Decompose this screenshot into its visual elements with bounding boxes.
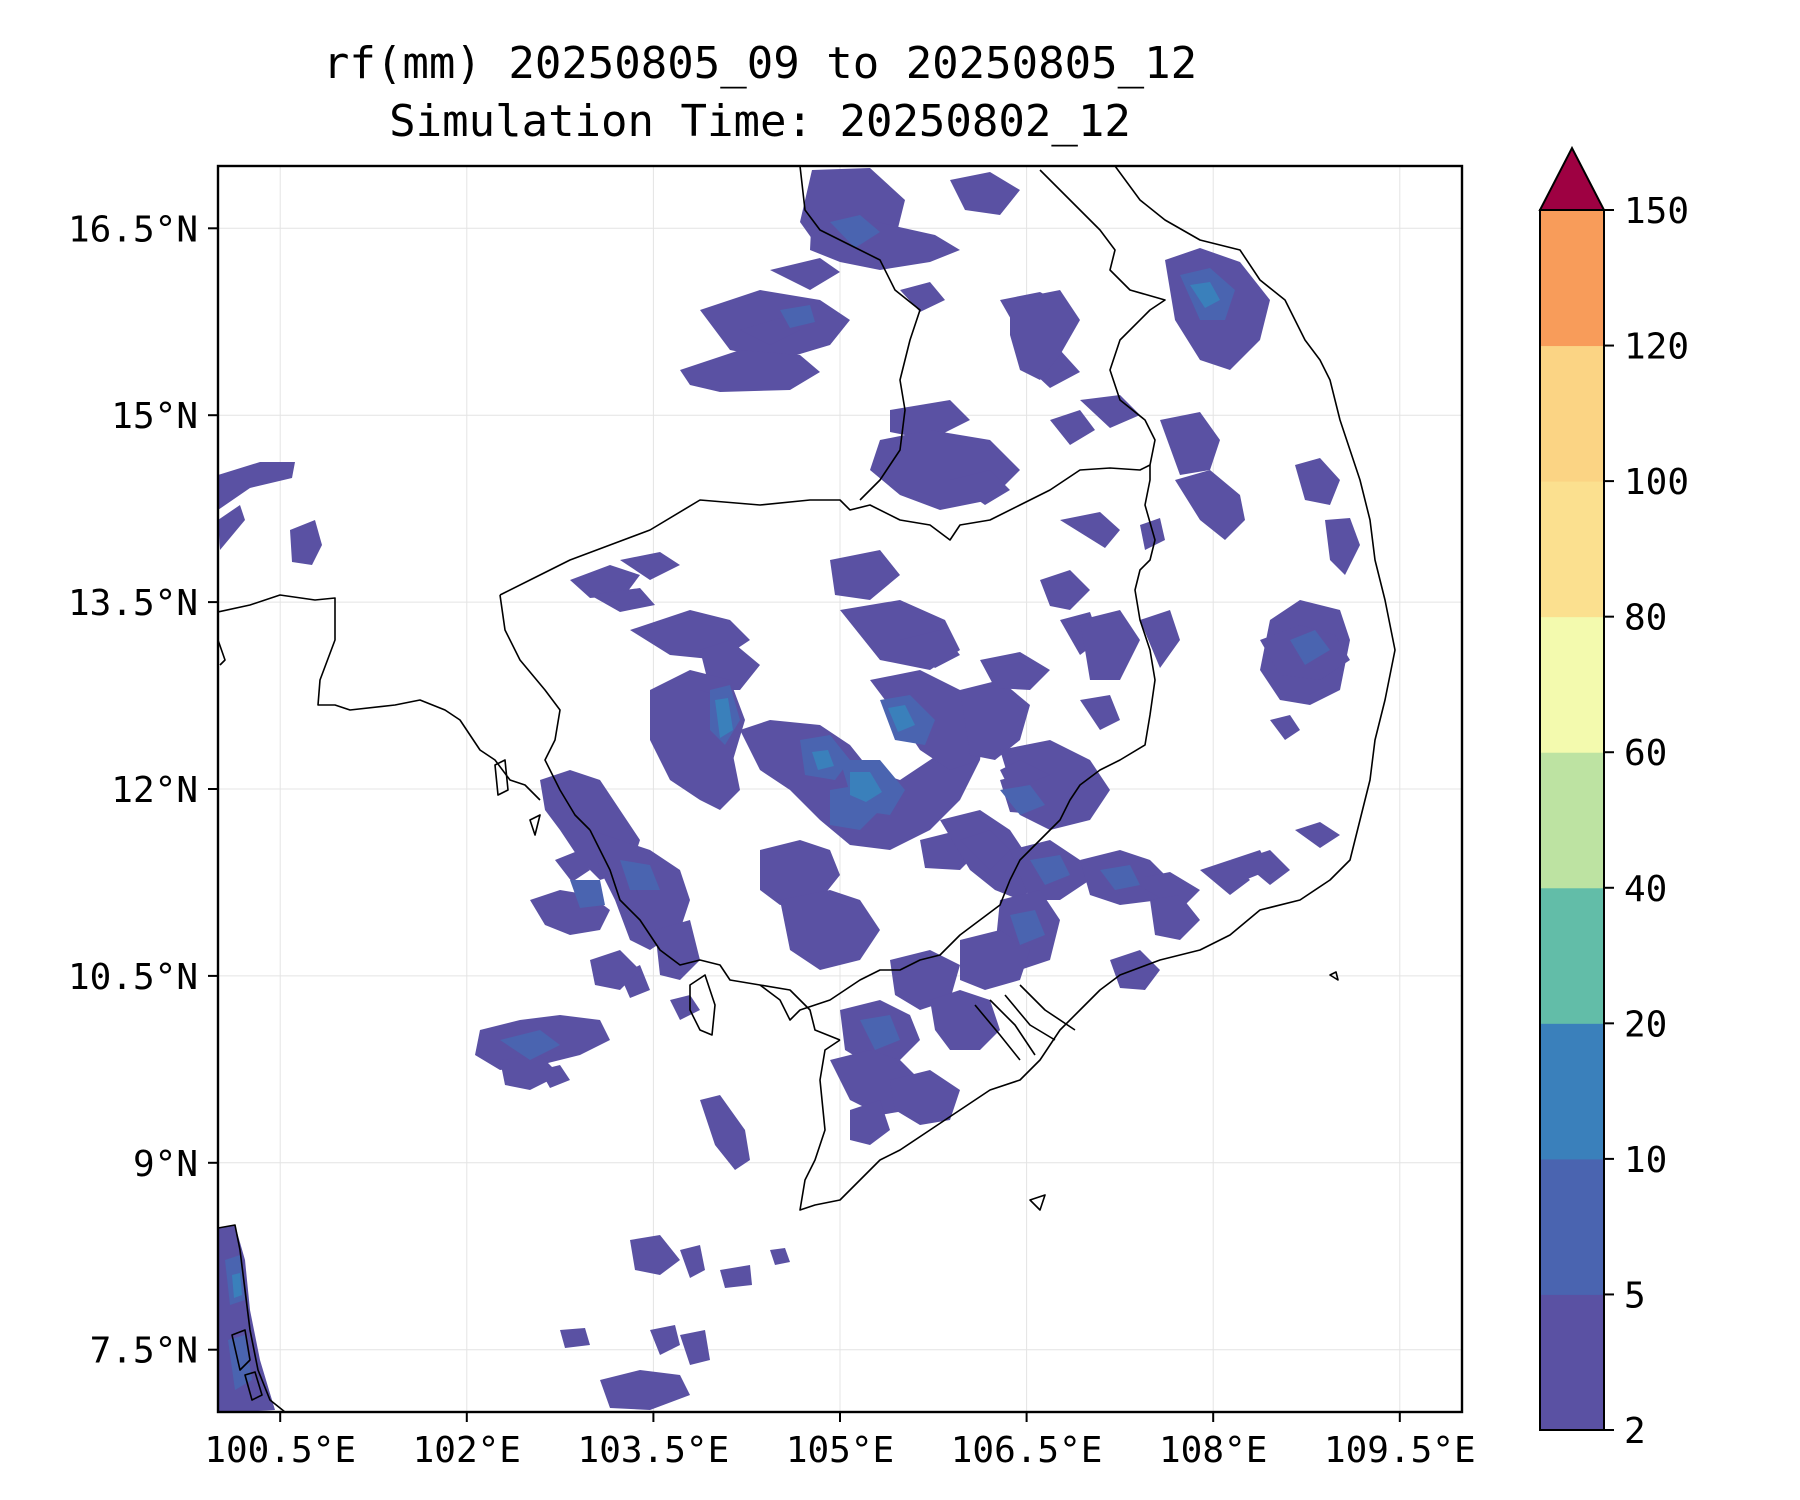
rain-moderate-areas xyxy=(225,215,1330,1390)
cambodia-west-border xyxy=(499,594,591,831)
cambodia-vietnam-border xyxy=(759,465,1156,1021)
small-island-east xyxy=(1329,971,1339,981)
lon-tick-label: 109.5°E xyxy=(1324,1430,1476,1471)
cambodia-north-border xyxy=(499,464,1151,596)
lat-tick-label: 9°N xyxy=(133,1144,198,1185)
rain-heavy-areas xyxy=(232,282,1220,1298)
longitude-ticks: 100.5°E 102°E 103.5°E 105°E 106.5°E 108°E 109.… xyxy=(204,1412,1476,1471)
map-subtitle: Simulation Time: 20250802_12 xyxy=(389,96,1131,147)
colorbar-segment xyxy=(1540,1158,1604,1295)
colorbar-segment xyxy=(1540,1294,1604,1431)
colorbar-label: 120 xyxy=(1624,327,1689,368)
lat-tick-label: 7.5°N xyxy=(90,1331,198,1372)
colorbar-segment xyxy=(1540,616,1604,753)
lat-tick-label: 16.5°N xyxy=(68,209,198,250)
west-border-stub xyxy=(218,639,226,666)
colorbar-label: 2 xyxy=(1624,1411,1646,1452)
colorbar-segment xyxy=(1540,752,1604,889)
colorbar-label: 100 xyxy=(1624,462,1689,503)
lat-tick-label: 13.5°N xyxy=(68,583,198,624)
colorbar-label: 80 xyxy=(1624,598,1667,639)
koh-kong-islands xyxy=(494,759,541,836)
lon-tick-label: 103.5°E xyxy=(578,1430,730,1471)
lon-tick-label: 106.5°E xyxy=(951,1430,1103,1471)
map-title: rf(mm) 20250805_09 to 20250805_12 xyxy=(322,38,1198,89)
vietnam-coastline xyxy=(799,166,1396,1211)
malay-islands xyxy=(231,1329,263,1401)
colorbar-extend-max xyxy=(1538,145,1606,211)
colorbar-segment xyxy=(1540,481,1604,618)
colorbar-label: 5 xyxy=(1624,1275,1646,1316)
laos-vietnam-border xyxy=(1039,169,1166,466)
lat-tick-label: 15°N xyxy=(111,396,198,437)
colorbar-label: 150 xyxy=(1624,191,1689,232)
rainfall-contours xyxy=(218,168,1360,1412)
lon-tick-label: 108°E xyxy=(1159,1430,1267,1471)
lon-tick-label: 102°E xyxy=(413,1430,521,1471)
cambodia-coast xyxy=(589,829,841,1041)
colorbar-label: 20 xyxy=(1624,1004,1667,1045)
colorbar-segment xyxy=(1540,887,1604,1024)
latitude-ticks: 7.5°N 9°N 10.5°N 12°N 13.5°N 15°N 16.5°N xyxy=(68,209,218,1372)
lat-tick-label: 10.5°N xyxy=(68,957,198,998)
con-dao-island xyxy=(1029,1194,1046,1211)
colorbar-label: 10 xyxy=(1624,1140,1667,1181)
thailand-coast xyxy=(218,594,541,801)
colorbar: 2 5 10 20 40 60 80 100 120 150 xyxy=(1538,145,1689,1452)
laos-thailand-border xyxy=(799,166,921,501)
colorbar-frame xyxy=(1539,209,1605,1431)
phu-quoc-island xyxy=(689,974,716,1036)
colorbar-label: 40 xyxy=(1624,869,1667,910)
mekong-delta-islands xyxy=(974,984,1076,1061)
borders-coastlines xyxy=(218,166,1396,1412)
lon-tick-label: 105°E xyxy=(786,1430,894,1471)
colorbar-segment xyxy=(1540,1023,1604,1160)
colorbar-label: 60 xyxy=(1624,733,1667,774)
rain-light-areas xyxy=(218,168,1360,1412)
lat-tick-label: 12°N xyxy=(111,770,198,811)
colorbar-segment xyxy=(1540,210,1604,347)
colorbar-segment xyxy=(1540,345,1604,482)
lon-tick-label: 100.5°E xyxy=(204,1430,356,1471)
malay-peninsula-coast xyxy=(218,1224,286,1412)
